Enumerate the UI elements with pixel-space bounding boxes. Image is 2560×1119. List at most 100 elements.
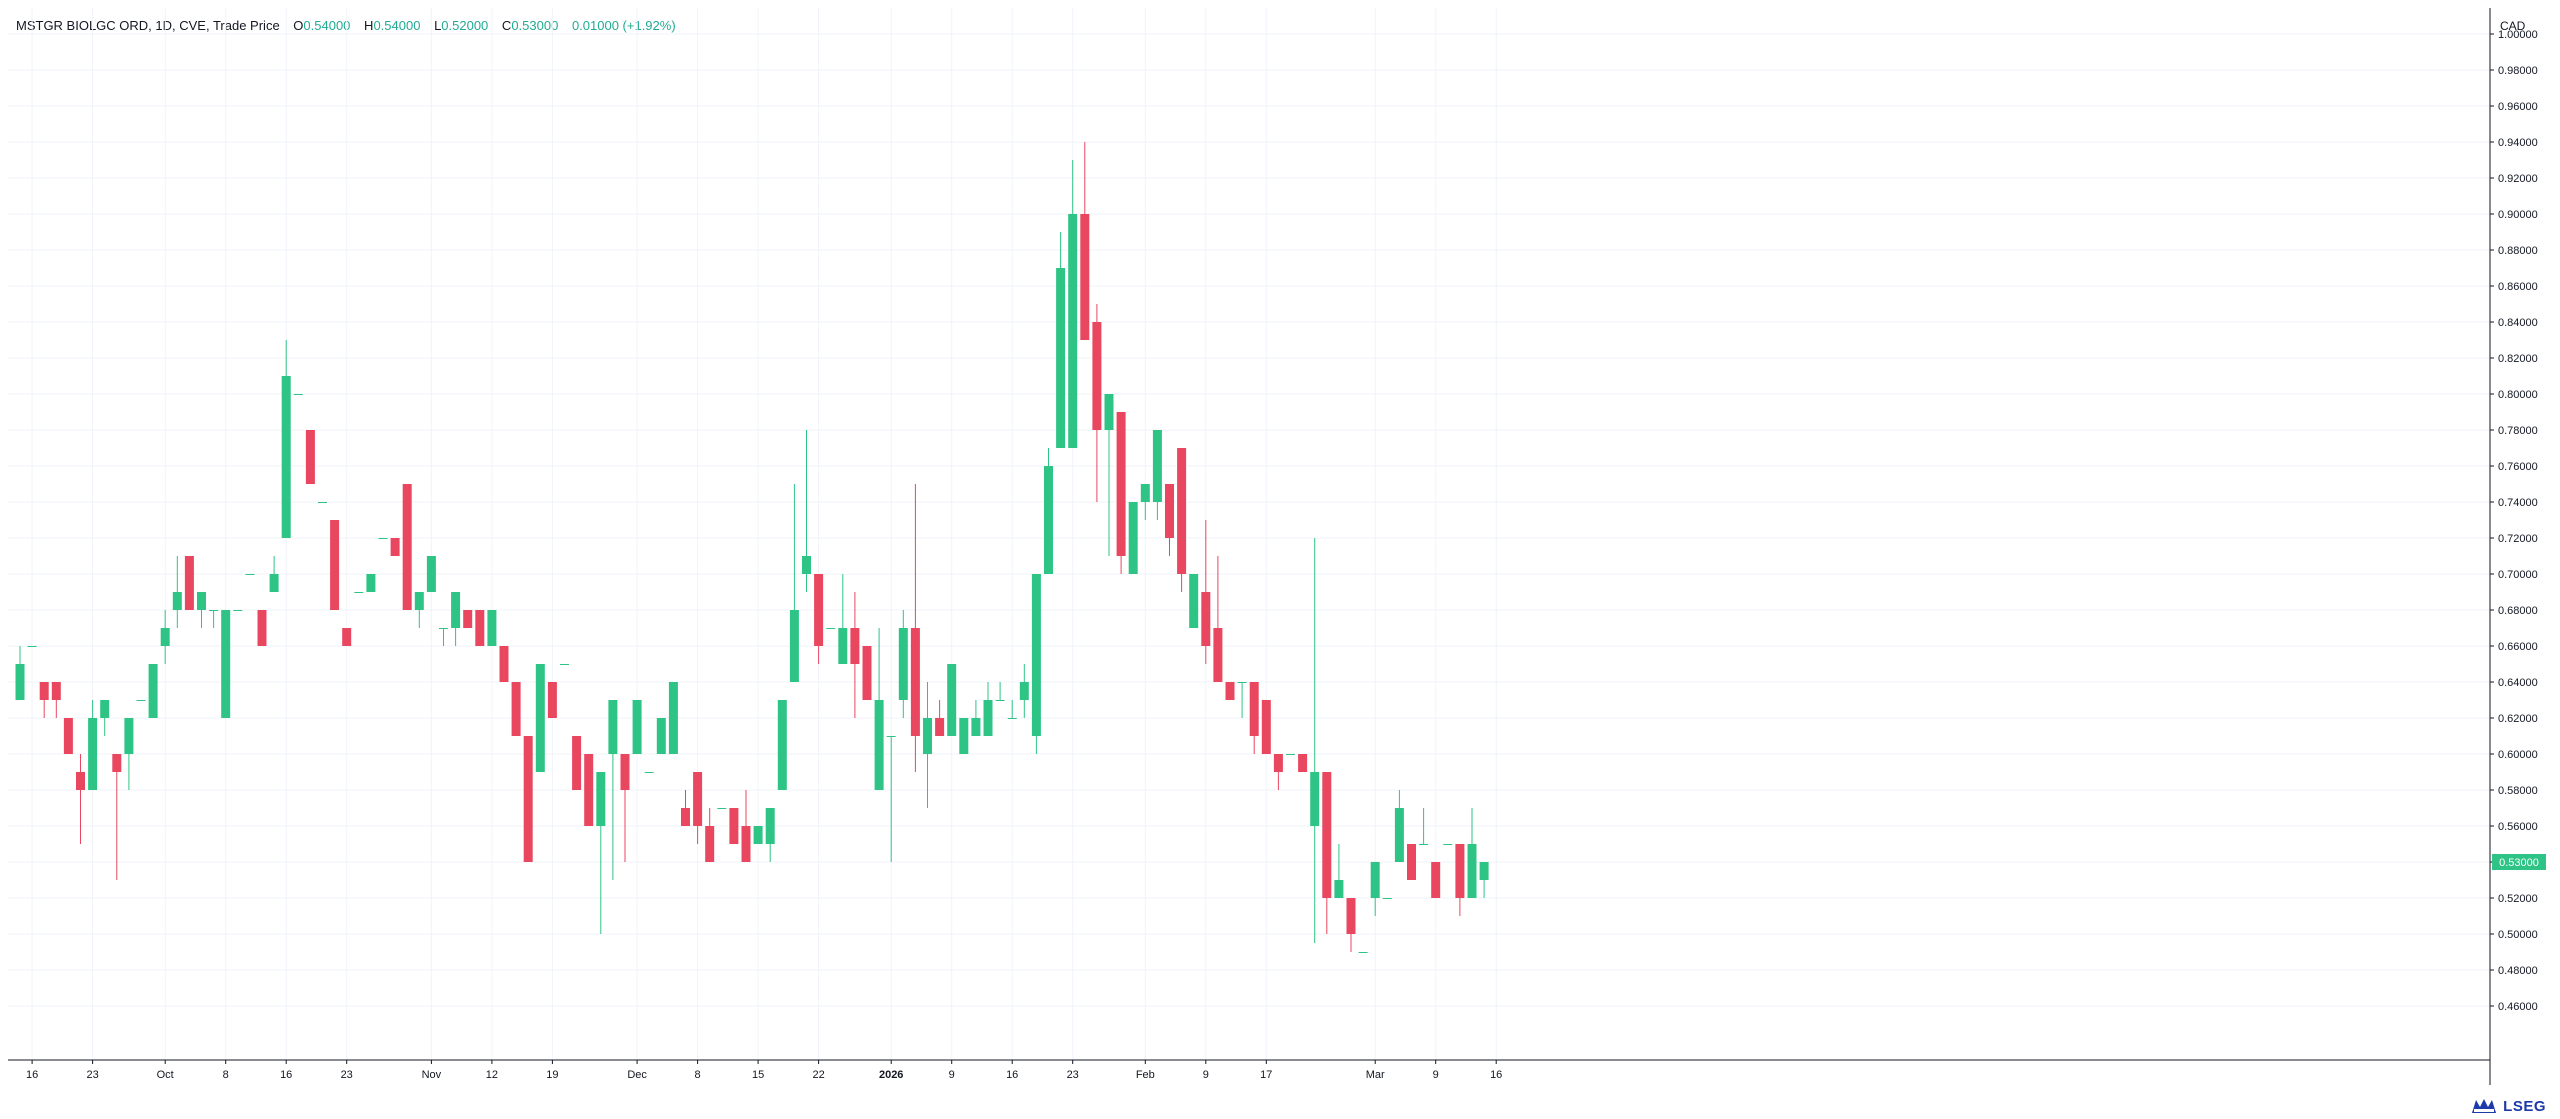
candle xyxy=(160,610,170,664)
symbol-label: MSTGR BIOLGC ORD, 1D, CVE, Trade Price xyxy=(16,18,280,33)
candle-body xyxy=(305,430,315,484)
candle xyxy=(753,826,763,844)
candle-body xyxy=(693,772,703,826)
candle-body xyxy=(269,574,279,592)
candle-body xyxy=(1467,844,1477,898)
candle-body xyxy=(511,682,521,736)
candle xyxy=(499,646,509,682)
candle xyxy=(959,718,969,754)
candle-body xyxy=(681,808,690,826)
candle xyxy=(221,610,231,718)
candle-body xyxy=(1431,862,1441,898)
candle xyxy=(1273,754,1283,790)
candle-body xyxy=(1479,862,1489,880)
candle-body xyxy=(765,808,775,844)
candle-body xyxy=(1249,682,1259,736)
candle-body xyxy=(1177,448,1187,574)
x-tick-label: Feb xyxy=(1136,1069,1155,1081)
y-tick-label: 0.48000 xyxy=(2498,965,2538,977)
candle-body xyxy=(560,664,569,665)
candle-body xyxy=(39,682,49,700)
candle xyxy=(245,574,255,575)
x-tick-label: 12 xyxy=(486,1069,498,1081)
candle-body xyxy=(753,826,763,844)
time-axis[interactable]: 16 23 Oct 8 16 23 Nov 12 19 Dec 8 15 22 2026 9 16 23 Feb 9… xyxy=(26,1060,1502,1081)
candle-body xyxy=(124,718,134,754)
x-tick-label: 22 xyxy=(812,1069,824,1081)
candle xyxy=(148,664,158,718)
x-tick-label: 16 xyxy=(1006,1069,1018,1081)
candle xyxy=(1443,844,1453,845)
candle-body xyxy=(475,610,485,646)
x-tick-label: 8 xyxy=(223,1069,229,1081)
candle xyxy=(1213,556,1223,682)
x-tick-label: Nov xyxy=(422,1069,442,1081)
candle-body xyxy=(608,700,618,754)
candle xyxy=(1479,862,1489,898)
candle xyxy=(862,646,872,700)
candle xyxy=(1031,574,1041,754)
candle xyxy=(1286,754,1295,755)
ohlc-legend: MSTGR BIOLGC ORD, 1D, CVE, Trade Price O… xyxy=(16,18,676,33)
candle-body xyxy=(995,700,1005,701)
candle xyxy=(1128,502,1138,574)
candle-body xyxy=(874,700,884,790)
last-price-marker: 0.53000 xyxy=(2492,854,2546,870)
axes xyxy=(8,8,2491,1085)
candle-body xyxy=(1007,718,1017,719)
candle-body xyxy=(1261,700,1271,754)
candle xyxy=(1116,412,1126,574)
candle-body xyxy=(1201,592,1211,646)
candle xyxy=(281,340,291,538)
candle xyxy=(1249,682,1259,754)
candle-body xyxy=(1455,844,1465,898)
candle xyxy=(1225,682,1235,700)
candle xyxy=(935,700,945,736)
x-tick-label: 9 xyxy=(1433,1069,1439,1081)
candle-body xyxy=(596,772,606,826)
candle xyxy=(475,610,485,646)
candle xyxy=(305,430,315,484)
candle-body xyxy=(850,628,860,664)
candle-body xyxy=(947,664,957,736)
candle xyxy=(1019,664,1029,718)
logo-text: LSEG xyxy=(2503,1097,2546,1115)
candle-body xyxy=(1116,412,1126,556)
candle xyxy=(318,502,327,503)
y-tick-label: 0.94000 xyxy=(2498,137,2538,149)
candle-body xyxy=(1080,214,1090,340)
candle xyxy=(802,430,811,592)
candle-body xyxy=(1298,754,1308,772)
price-axis[interactable]: 0.460000.480000.500000.520000.540000.560… xyxy=(2490,29,2538,1013)
candle xyxy=(1370,862,1380,916)
candle xyxy=(1394,790,1404,862)
candle-body xyxy=(63,718,73,754)
candle-body xyxy=(1322,772,1332,898)
candle xyxy=(209,610,219,628)
x-tick-label: 9 xyxy=(949,1069,955,1081)
candle xyxy=(1261,700,1271,754)
candle-body xyxy=(318,502,327,503)
x-tick-label: Dec xyxy=(627,1069,647,1081)
y-tick-label: 0.86000 xyxy=(2498,281,2538,293)
candle xyxy=(1419,808,1429,845)
candle xyxy=(535,664,545,772)
candle-body xyxy=(487,610,497,646)
candle-body xyxy=(1419,844,1429,845)
candle xyxy=(378,538,388,539)
candle xyxy=(330,520,340,610)
candle-body xyxy=(1407,844,1416,880)
candle xyxy=(233,610,243,611)
candle xyxy=(1201,520,1211,664)
candle xyxy=(717,808,727,809)
candle xyxy=(886,736,896,862)
candles xyxy=(15,142,1489,953)
candle xyxy=(910,484,920,772)
lseg-logo: LSEG xyxy=(2471,1097,2546,1115)
candle xyxy=(342,628,352,646)
candle-body xyxy=(1358,952,1368,953)
candle-body xyxy=(1310,772,1320,826)
candle xyxy=(463,610,473,628)
candle xyxy=(1165,484,1174,556)
